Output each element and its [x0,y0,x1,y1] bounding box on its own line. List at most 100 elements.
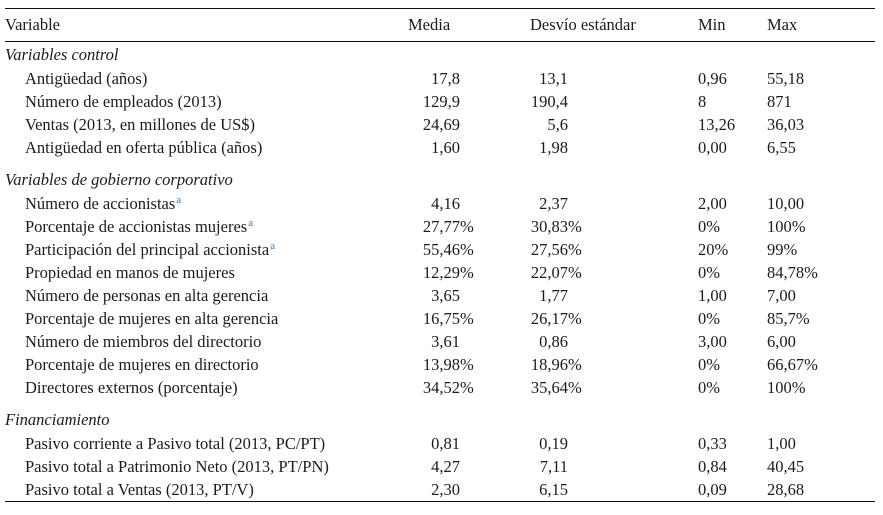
value-number: 0,86 [539,332,568,351]
table-row: Porcentaje de accionistas mujeresa 27,77%… [5,216,875,239]
cell-max: 7,00 [767,286,796,305]
cell-media: 0,81 [405,433,517,456]
cell-media: 3,65 [405,285,517,308]
cell-max: 6,55 [767,138,796,157]
cell-media: 3,61 [405,331,517,354]
cell-min: 1,00 [698,286,727,305]
cell-max: 36,03 [767,115,805,134]
cell-min: 3,00 [698,332,727,351]
percent-sign: % [460,378,474,397]
row-label: Antigüedad en oferta pública (años) [5,137,405,160]
row-label-text: Número de personas en alta gerencia [25,286,269,305]
row-label: Ventas (2013, en millones de US$) [5,114,405,137]
cell-media: 24,69 [405,114,517,137]
percent-sign: % [568,263,582,282]
cell-media: 55,46% [405,239,517,262]
value-number: 5,6 [547,115,568,134]
row-label-text: Ventas (2013, en millones de US$) [25,115,256,134]
section-header-row: Variables control [5,42,875,68]
cell-min: 8 [698,92,707,111]
table-row: Pasivo total a Ventas (2013, PT/V) 2,30 6,… [5,479,875,502]
value-number: 18,96 [530,355,568,374]
cell-std-dev: 7,11 [517,456,690,479]
value-number: 24,69 [422,115,460,134]
footnote-marker-link[interactable]: a [270,239,276,252]
value-number: 55,46 [422,240,460,259]
cell-media: 27,77% [405,216,517,239]
cell-min: 0,33 [698,434,727,453]
value-number: 27,56 [530,240,568,259]
value-number: 34,52 [422,378,460,397]
row-label-text: Antigüedad en oferta pública (años) [25,138,263,157]
row-label-text: Directores externos (porcentaje) [25,378,238,397]
percent-sign: % [568,217,582,236]
cell-max: 55,18 [767,69,805,88]
cell-std-dev: 26,17% [517,308,690,331]
row-label: Pasivo total a Patrimonio Neto (2013, PT… [5,456,405,479]
section-title: Financiamiento [5,409,110,429]
row-label-text: Número de miembros del directorio [25,332,262,351]
cell-std-dev: 190,4 [517,91,690,114]
cell-media: 12,29% [405,262,517,285]
cell-max: 6,00 [767,332,796,351]
table-row: Número de miembros del directorio 3,61 0,8… [5,331,875,354]
paper-table-page: Variable Media Desvío estándar Min Max V… [0,8,883,515]
column-header-media: Media [408,15,451,34]
percent-sign: % [460,263,474,282]
cell-std-dev: 27,56% [517,239,690,262]
table-row: Participación del principal accionistaa 5… [5,239,875,262]
row-label-text: Pasivo total a Ventas (2013, PT/V) [25,479,254,499]
footnote-marker-link[interactable]: a [176,193,182,206]
table-header-row: Variable Media Desvío estándar Min Max [5,9,875,42]
row-label-text: Antigüedad (años) [25,69,148,88]
value-number: 17,8 [431,69,460,88]
cell-min: 2,00 [698,194,727,213]
section-title: Variables control [5,44,119,64]
cell-media: 4,16 [405,193,517,216]
row-label: Pasivo corriente a Pasivo total (2013, P… [5,433,405,456]
table-row: Propiedad en manos de mujeres 12,29% 22,07… [5,262,875,285]
value-number: 13,98 [422,355,460,374]
cell-std-dev: 35,64% [517,377,690,400]
value-number: 35,64 [530,378,568,397]
cell-std-dev: 0,86 [517,331,690,354]
cell-min: 0% [698,217,720,236]
value-number: 0,19 [539,434,568,453]
table-row: Antigüedad (años) 17,8 13,1 0,96 55,18 [5,68,875,91]
cell-min: 0% [698,309,720,328]
cell-media: 2,30 [405,479,517,502]
table-body: Variables control Antigüedad (años) 17,8 13… [5,42,875,502]
cell-max: 100% [767,217,806,236]
value-number: 1,77 [539,286,568,305]
cell-max: 99% [767,240,798,259]
cell-min: 0,96 [698,69,727,88]
table-row: Pasivo total a Patrimonio Neto (2013, PT… [5,456,875,479]
row-label: Antigüedad (años) [5,68,405,91]
section-header-row: Financiamiento [5,400,875,433]
cell-max: 1,00 [767,434,796,453]
footnote-marker-link[interactable]: a [248,216,254,229]
section-title: Variables de gobierno corporativo [5,169,233,189]
row-label: Número de miembros del directorio [5,331,405,354]
percent-sign: % [568,378,582,397]
cell-std-dev: 5,6 [517,114,690,137]
row-label: Número de accionistasa [5,193,405,216]
row-label-text: Propiedad en manos de mujeres [25,263,235,282]
percent-sign: % [568,240,582,259]
column-header-max: Max [767,15,798,34]
row-label-text: Participación del principal accionista [25,240,270,259]
row-label-text: Número de empleados (2013) [25,92,222,111]
row-label-text: Pasivo total a Patrimonio Neto (2013, PT… [25,457,329,476]
cell-min: 0% [698,355,720,374]
value-number: 27,77 [422,217,460,236]
column-header-min: Min [698,15,726,34]
cell-max: 66,67% [767,355,818,374]
cell-media: 4,27 [405,456,517,479]
value-number: 190,4 [530,92,568,111]
cell-std-dev: 18,96% [517,354,690,377]
cell-min: 0,09 [698,479,727,499]
row-label: Porcentaje de mujeres en alta gerencia [5,308,405,331]
value-number: 22,07 [530,263,568,282]
cell-min: 0,84 [698,457,727,476]
value-number: 3,65 [431,286,460,305]
